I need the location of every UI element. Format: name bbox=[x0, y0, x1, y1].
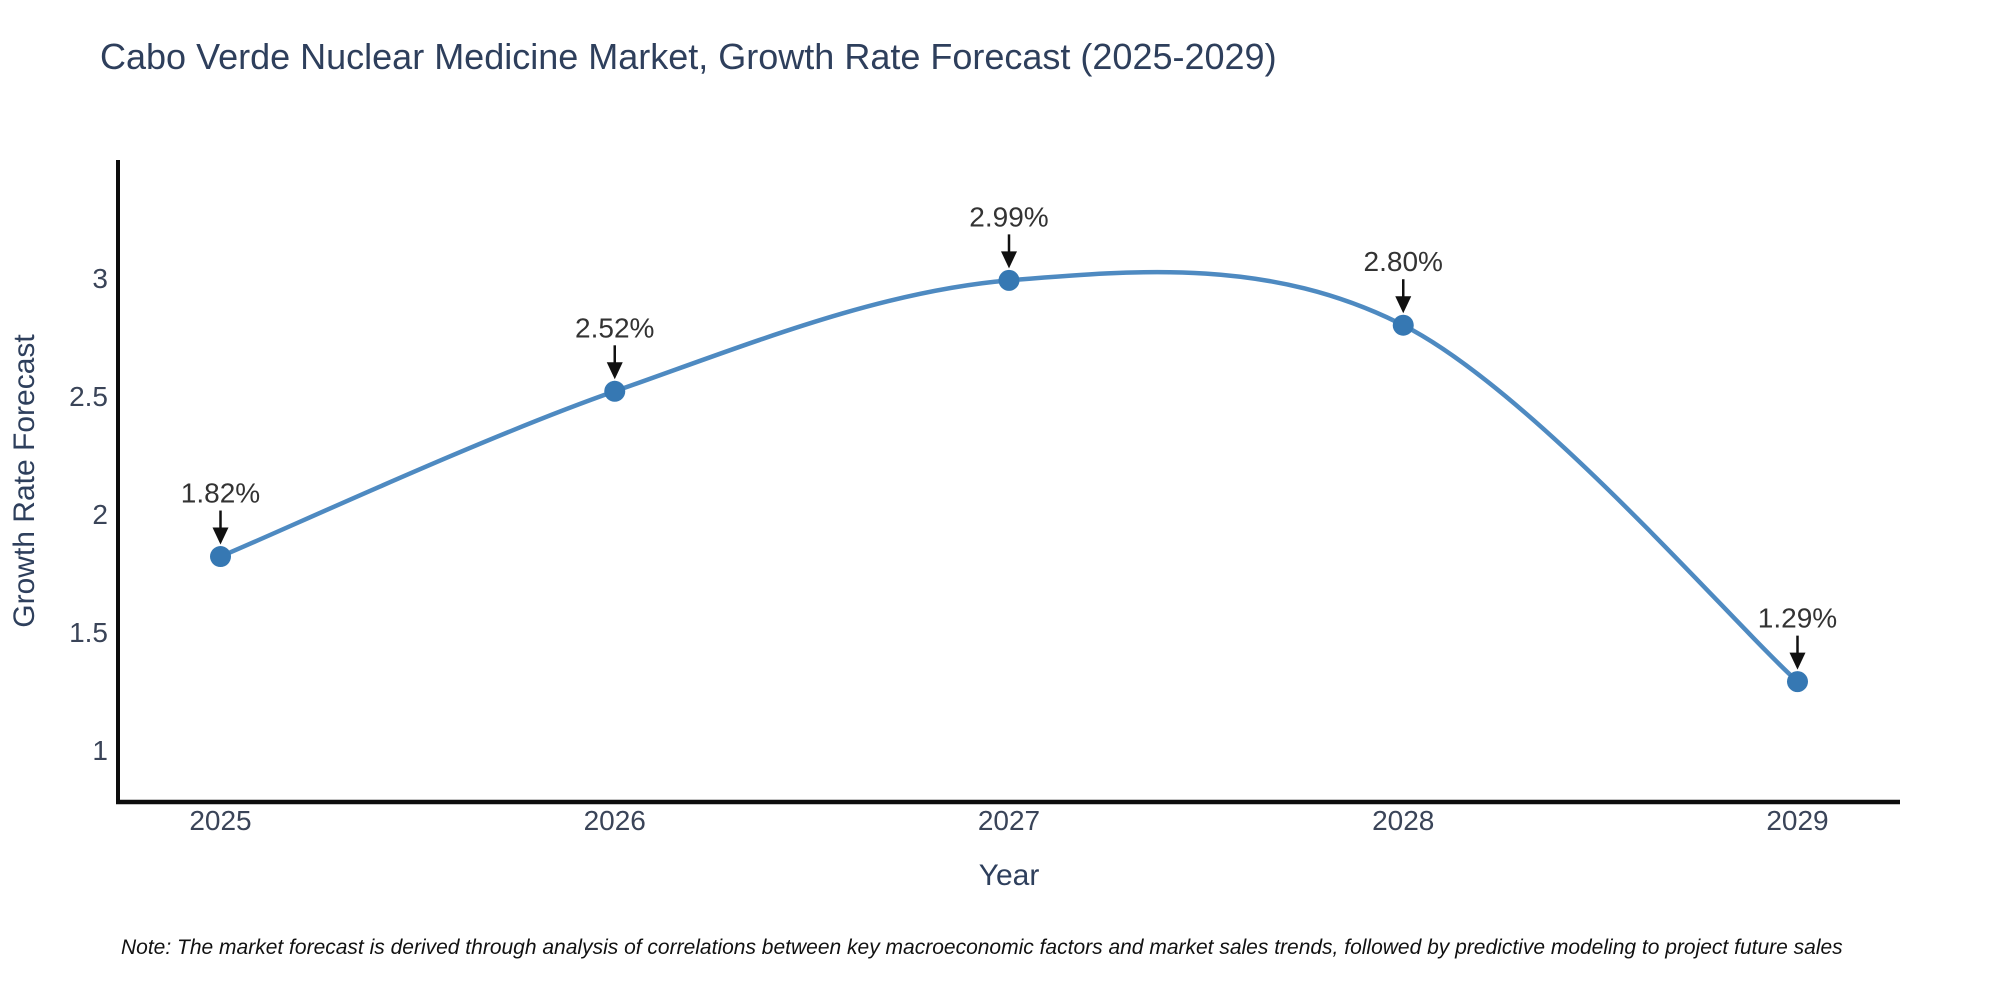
y-axis-title: Growth Rate Forecast bbox=[8, 334, 41, 628]
annotation-arrowhead-2028 bbox=[1395, 296, 1412, 314]
data-point-2029 bbox=[1786, 671, 1808, 693]
point-label-2029: 1.29% bbox=[1758, 603, 1837, 634]
point-label-2025: 1.82% bbox=[181, 478, 260, 509]
data-point-2025 bbox=[210, 546, 232, 568]
data-point-2027 bbox=[998, 269, 1020, 291]
annotation-arrowhead-2026 bbox=[606, 362, 623, 380]
y-tick-label-2.5: 2.5 bbox=[69, 381, 108, 412]
data-point-2026 bbox=[604, 380, 626, 402]
point-label-2027: 2.99% bbox=[969, 201, 1048, 232]
point-label-2028: 2.80% bbox=[1364, 246, 1443, 277]
annotation-arrowhead-2027 bbox=[1001, 251, 1017, 269]
x-axis-title: Year bbox=[979, 859, 1040, 892]
y-tick-label-1: 1 bbox=[92, 735, 108, 766]
footnote: Note: The market forecast is derived thr… bbox=[121, 936, 1843, 959]
y-tick-label-3: 3 bbox=[92, 263, 108, 294]
x-tick-label-2029: 2029 bbox=[1766, 805, 1828, 836]
x-tick-label-2027: 2027 bbox=[978, 805, 1040, 836]
chart-title: Cabo Verde Nuclear Medicine Market, Grow… bbox=[100, 36, 1277, 77]
annotation-arrowhead-2025 bbox=[212, 527, 229, 545]
x-tick-label-2025: 2025 bbox=[189, 805, 251, 836]
point-label-2026: 2.52% bbox=[575, 312, 654, 343]
y-tick-label-1.5: 1.5 bbox=[69, 617, 108, 648]
series-line bbox=[218, 269, 1800, 684]
y-tick-label-2: 2 bbox=[92, 499, 108, 530]
x-tick-label-2026: 2026 bbox=[584, 805, 646, 836]
x-tick-label-2028: 2028 bbox=[1372, 805, 1434, 836]
data-point-2028 bbox=[1392, 314, 1414, 336]
annotation-arrowhead-2029 bbox=[1789, 652, 1806, 670]
